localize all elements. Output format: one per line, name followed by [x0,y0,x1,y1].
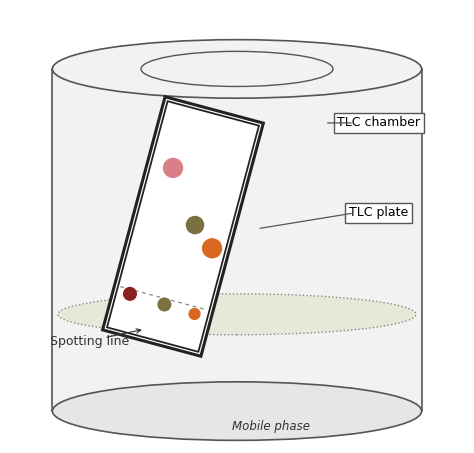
Ellipse shape [141,51,333,87]
Circle shape [158,298,171,311]
Text: Mobile phase: Mobile phase [232,420,310,434]
Circle shape [186,217,203,234]
Text: Spotting line: Spotting line [50,335,129,348]
Circle shape [189,308,200,319]
Circle shape [124,288,136,300]
Polygon shape [107,101,259,352]
Text: TLC chamber: TLC chamber [337,116,420,130]
Circle shape [203,239,221,258]
Circle shape [164,159,182,178]
Ellipse shape [58,294,416,335]
Ellipse shape [53,40,421,98]
Ellipse shape [53,382,421,440]
Polygon shape [102,97,264,356]
Text: TLC plate: TLC plate [349,207,409,220]
Bar [53,69,421,411]
